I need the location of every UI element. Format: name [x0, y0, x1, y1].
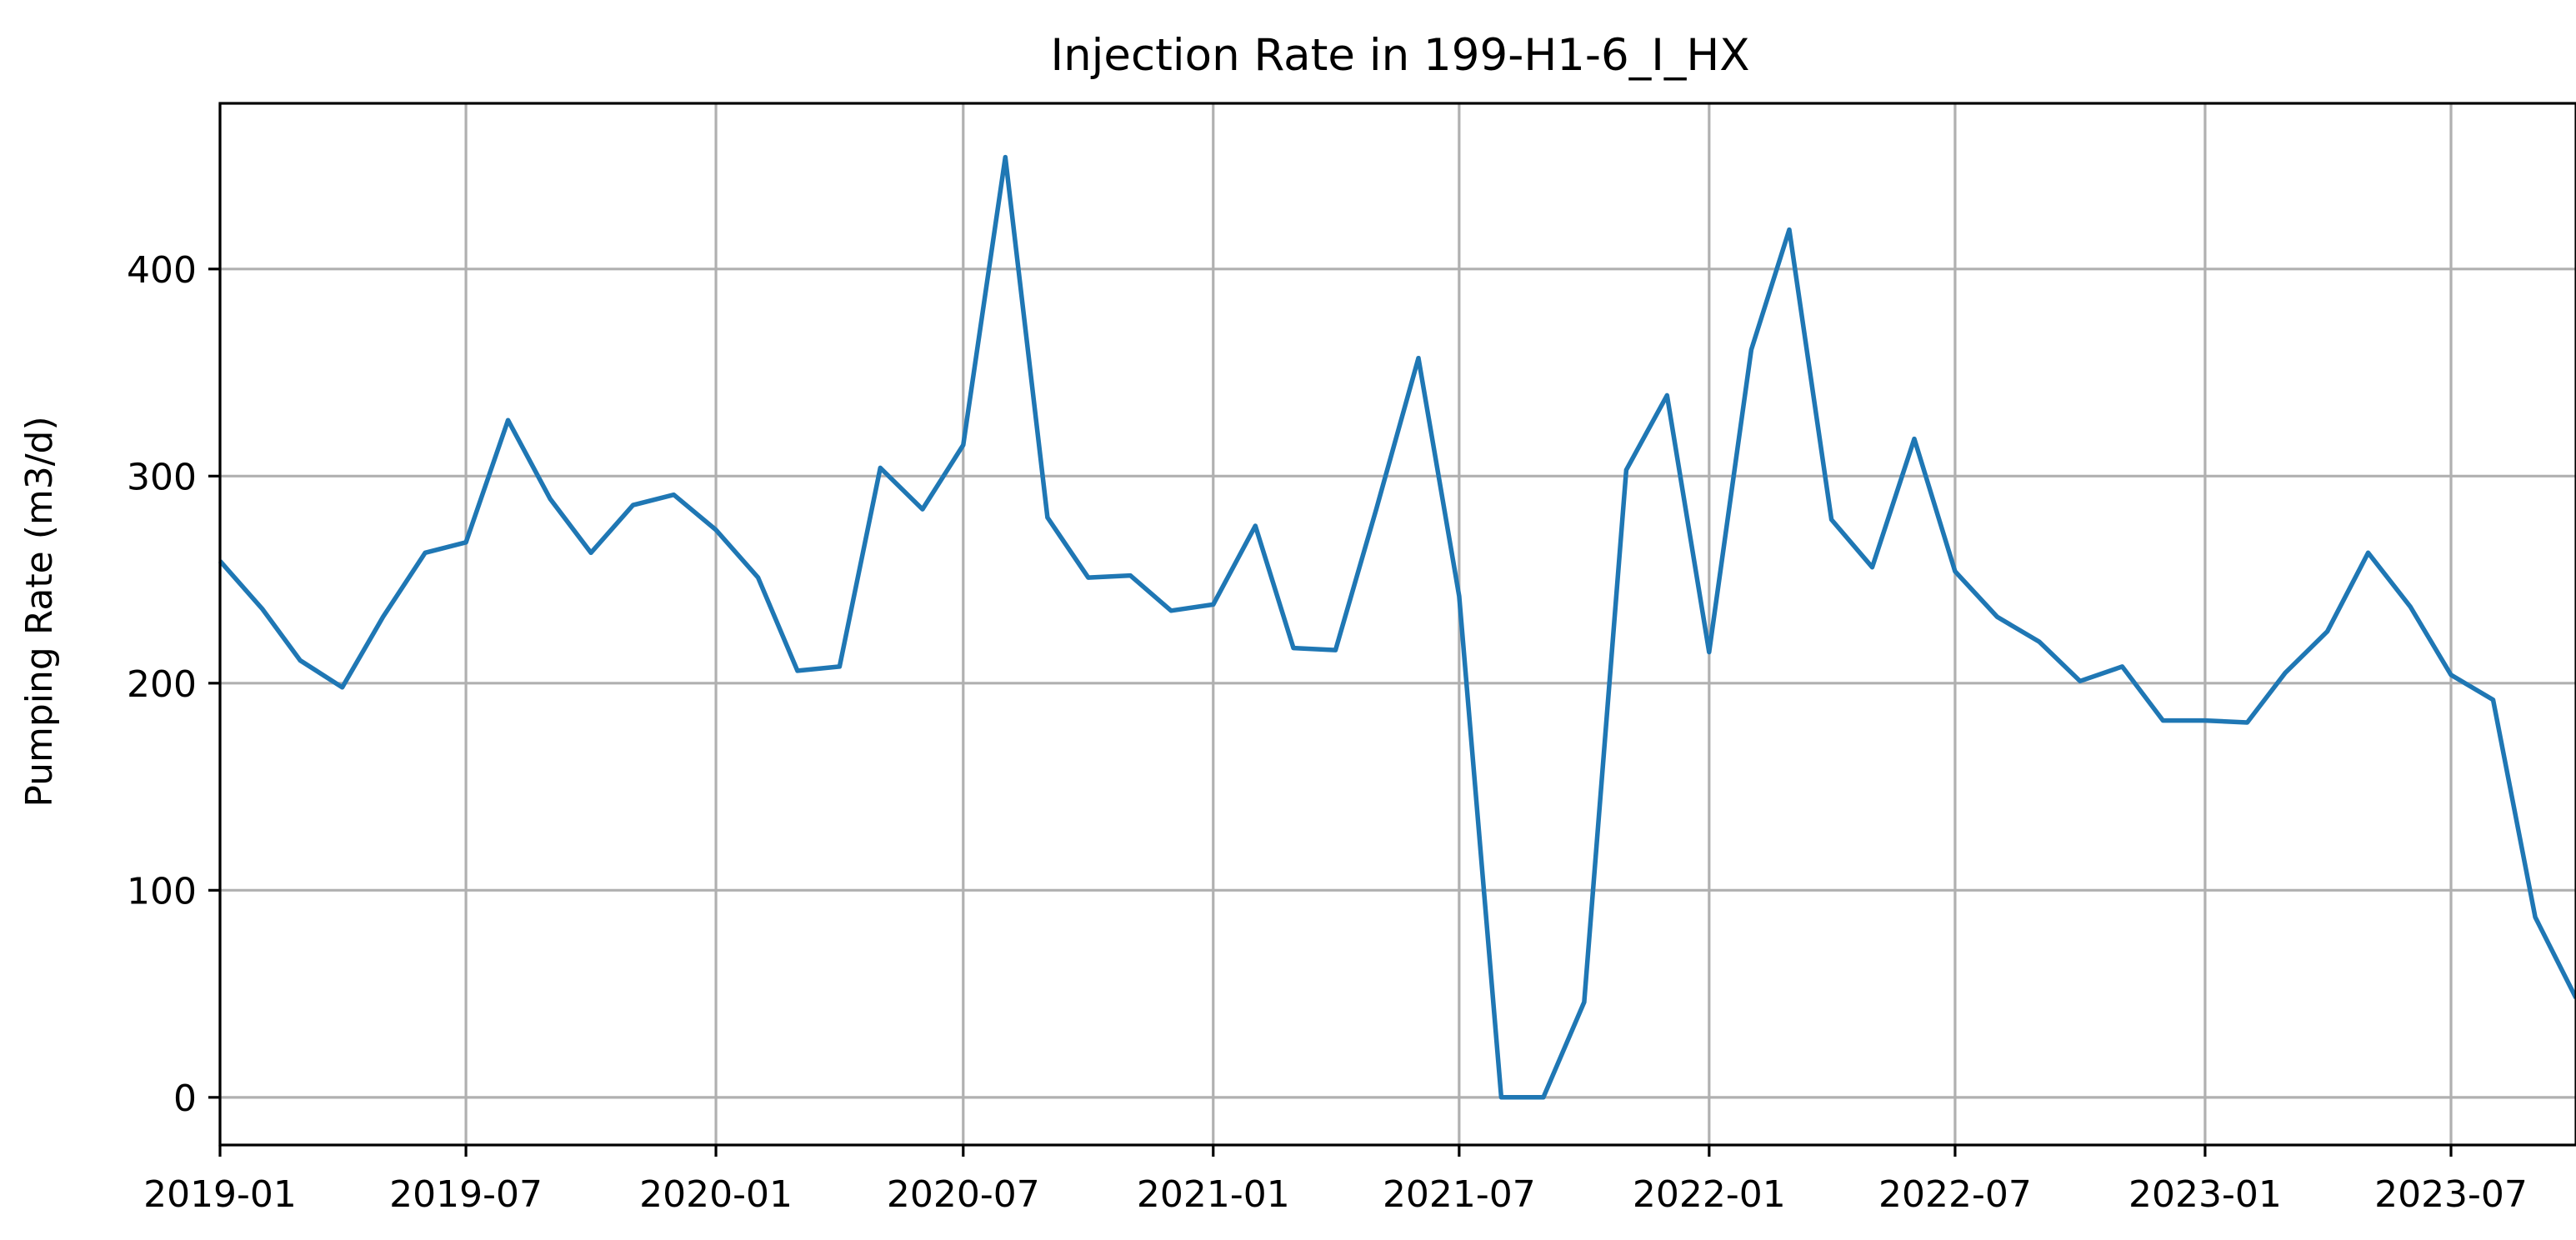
plot-frame [218, 102, 2576, 1147]
y-axis-title: Pumping Rate (m3/d) [18, 416, 61, 807]
x-gridlines [218, 103, 2453, 1145]
y-axis-ticks: 0 100 200 300 400 [127, 249, 220, 1120]
chart-title: Injection Rate in 199-H1-6_I_HX [1050, 30, 1749, 81]
x-axis-ticks: 2019-01 2019-07 2020-01 2020-07 2021-01 2021-… [143, 1145, 2528, 1216]
x-tick-label: 2020-01 [639, 1173, 793, 1216]
x-tick-label: 2022-07 [1878, 1173, 2032, 1216]
x-tick-label: 2023-07 [2374, 1173, 2528, 1216]
x-tick-label: 2020-07 [887, 1173, 1040, 1216]
y-tick-label: 400 [127, 249, 197, 292]
y-gridlines [220, 268, 2576, 1099]
x-tick-label: 2021-07 [1383, 1173, 1536, 1216]
y-tick-label: 300 [127, 456, 197, 498]
x-tick-label: 2019-07 [389, 1173, 543, 1216]
y-tick-label: 100 [127, 870, 197, 912]
y-tick-label: 0 [173, 1078, 197, 1120]
x-tick-label: 2022-01 [1633, 1173, 1786, 1216]
x-tick-label: 2021-01 [1137, 1173, 1290, 1216]
series-line [218, 154, 2576, 1100]
y-tick-label: 200 [127, 663, 197, 706]
x-tick-label: 2019-01 [143, 1173, 297, 1216]
x-tick-label: 2023-01 [2128, 1173, 2282, 1216]
